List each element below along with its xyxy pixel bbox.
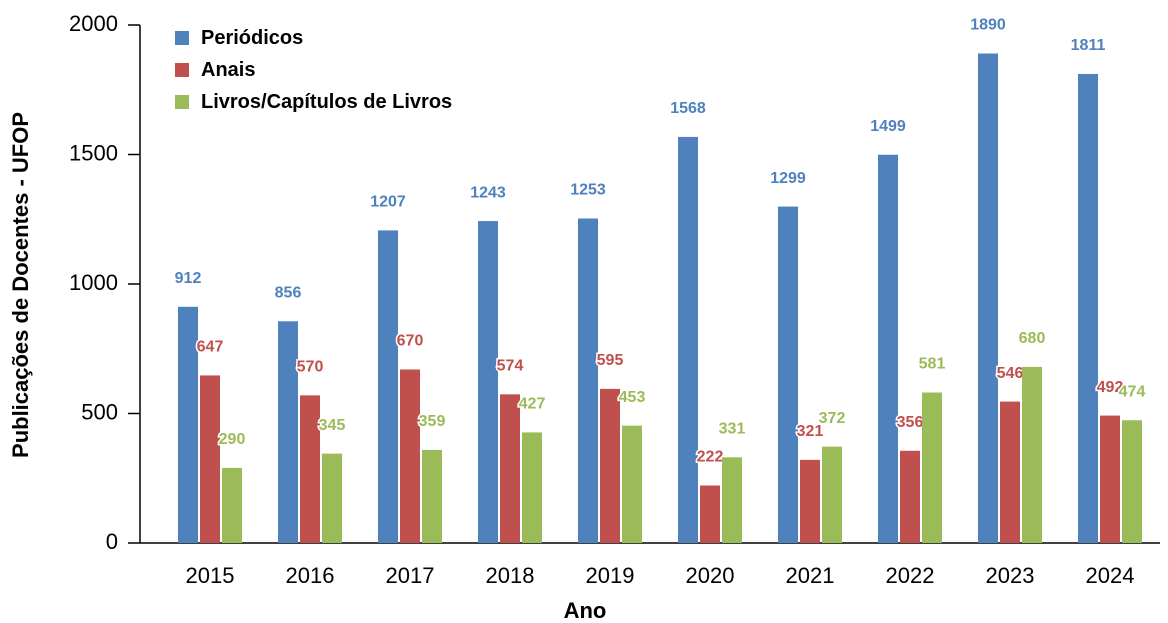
- value-label: 546: [997, 365, 1024, 382]
- bar: [400, 369, 420, 543]
- bar: [622, 425, 642, 543]
- value-label: 680: [1019, 330, 1046, 347]
- bar: [178, 306, 198, 543]
- value-label: 1890: [970, 17, 1006, 34]
- legend-label: Anais: [201, 59, 256, 81]
- value-label: 453: [619, 389, 646, 406]
- x-tick-label: 2019: [586, 563, 635, 588]
- y-axis-label: Publicações de Docentes - UFOP: [8, 112, 33, 458]
- legend-label: Livros/Capítulos de Livros: [201, 91, 453, 113]
- bar: [200, 375, 220, 543]
- bar: [1122, 420, 1142, 543]
- bar: [900, 450, 920, 543]
- bar: [800, 459, 820, 543]
- bar: [778, 206, 798, 543]
- value-label: 356: [897, 414, 924, 431]
- value-label: 1207: [370, 194, 406, 211]
- legend-swatch: [175, 63, 189, 77]
- legend-swatch: [175, 95, 189, 109]
- value-label: 912: [175, 270, 202, 287]
- value-label: 581: [919, 356, 946, 373]
- value-label: 359: [419, 413, 446, 430]
- value-label: 321: [797, 423, 824, 440]
- legend-item: Periódicos: [175, 28, 465, 48]
- x-tick-label: 2018: [486, 563, 535, 588]
- value-label: 290: [219, 431, 246, 448]
- y-tick-label: 500: [81, 399, 118, 424]
- value-label: 1811: [1071, 37, 1106, 54]
- bar: [578, 218, 598, 543]
- bar: [422, 450, 442, 543]
- x-tick-label: 2022: [886, 563, 935, 588]
- bar: [222, 467, 242, 543]
- bar: [1000, 401, 1020, 543]
- value-label: 492: [1097, 379, 1124, 396]
- legend-item: Livros/Capítulos de Livros: [175, 92, 465, 112]
- x-tick-label: 2016: [286, 563, 335, 588]
- bar: [278, 321, 298, 543]
- value-label: 670: [397, 333, 424, 350]
- value-label: 1568: [670, 100, 706, 117]
- bar: [600, 388, 620, 543]
- bar: [1022, 366, 1042, 543]
- value-label: 595: [597, 352, 624, 369]
- y-tick-label: 0: [106, 529, 118, 554]
- x-tick-label: 2015: [186, 563, 235, 588]
- bar: [678, 136, 698, 543]
- bar: [878, 154, 898, 543]
- x-tick-label: 2024: [1086, 563, 1135, 588]
- value-label: 1299: [770, 170, 806, 187]
- y-tick-label: 1500: [69, 140, 118, 165]
- value-label: 1253: [570, 182, 606, 199]
- x-tick-label: 2017: [386, 563, 435, 588]
- legend-swatch: [175, 31, 189, 45]
- value-label: 574: [497, 358, 524, 375]
- value-label: 570: [297, 359, 324, 376]
- value-label: 647: [197, 339, 224, 356]
- value-label: 372: [819, 410, 846, 427]
- x-tick-label: 2023: [986, 563, 1035, 588]
- bar: [922, 392, 942, 543]
- value-label: 345: [319, 417, 346, 434]
- value-label: 427: [519, 396, 546, 413]
- value-label: 331: [719, 420, 746, 437]
- bar: [500, 394, 520, 543]
- bar: [722, 457, 742, 543]
- bar: [822, 446, 842, 543]
- bar: [478, 221, 498, 544]
- bar: [700, 485, 720, 543]
- bar: [978, 53, 998, 544]
- bar: [1100, 415, 1120, 543]
- y-tick-label: 1000: [69, 270, 118, 295]
- value-label: 1499: [870, 118, 906, 135]
- bar: [322, 453, 342, 543]
- bar: [1078, 73, 1098, 544]
- value-label: 222: [697, 449, 724, 466]
- value-label: 856: [275, 285, 302, 302]
- legend-label: Periódicos: [201, 27, 304, 49]
- bar: [378, 230, 398, 543]
- value-label: 474: [1119, 383, 1146, 400]
- legend-item: Anais: [175, 60, 465, 80]
- x-tick-label: 2021: [786, 563, 835, 588]
- x-tick-label: 2020: [686, 563, 735, 588]
- value-label: 1243: [470, 184, 506, 201]
- y-tick-label: 2000: [69, 11, 118, 36]
- legend: Periódicos Anais Livros/Capítulos de Livro…: [175, 28, 465, 124]
- bar: [300, 395, 320, 543]
- bar: [522, 432, 542, 543]
- x-axis-label: Ano: [564, 598, 607, 623]
